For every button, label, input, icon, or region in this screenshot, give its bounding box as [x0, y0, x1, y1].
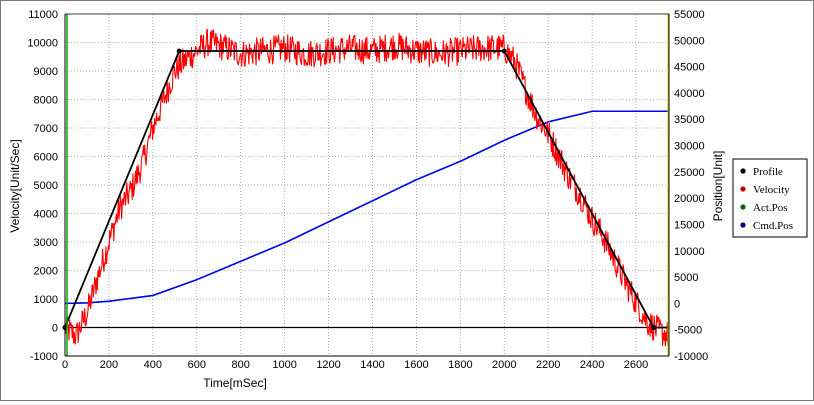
legend-marker: [740, 186, 746, 192]
series-velocity-line: [64, 28, 670, 347]
y-left-tick-label: 10000: [27, 38, 58, 50]
y-left-tick-label: -1000: [30, 351, 58, 363]
legend-marker: [740, 168, 746, 174]
axes: [64, 13, 670, 357]
legend-item-label: Velocity: [753, 184, 790, 196]
x-tick-label: 2400: [580, 359, 604, 371]
tick-labels: 0 200 400 600 800 1000 1200 1400 1600 1800 2000 220…: [27, 9, 708, 371]
y-left-tick-label: 0: [52, 323, 58, 335]
legend-item-label: Act.Pos: [753, 202, 788, 214]
profile-vertex-point: [501, 48, 507, 54]
profile-vertex-point: [176, 48, 182, 54]
y-right-tick-label: 45000: [674, 62, 705, 74]
x-tick-label: 0: [62, 359, 68, 371]
x-tick-label: 2000: [492, 359, 516, 371]
y-right-tick-label: 25000: [674, 167, 705, 179]
y-axis-label-left: Velocity[Unit/Sec]: [8, 139, 22, 232]
y-right-tick-label: 10000: [674, 246, 705, 258]
y-left-tick-label: 9000: [34, 66, 58, 78]
y-left-tick-label: 2000: [34, 266, 58, 278]
y-right-tick-label: 0: [674, 298, 680, 310]
legend-item-label: Profile: [753, 166, 783, 178]
y-right-tick-label: 15000: [674, 219, 705, 231]
series-cmd-pos-line: [64, 110, 669, 305]
legend: Profile Velocity Act.Pos Cmd.Pos: [732, 158, 808, 238]
profile-vertex-point: [651, 324, 657, 331]
y-right-tick-label: 30000: [674, 141, 705, 153]
x-tick-label: 1400: [360, 359, 384, 371]
x-tick-label: 200: [100, 359, 118, 371]
y-left-tick-label: 1000: [34, 294, 58, 306]
y-left-tick-label: 8000: [34, 95, 58, 107]
y-left-tick-label: 4000: [34, 209, 58, 221]
y-left-tick-label: 7000: [34, 123, 58, 135]
grid-lines: [64, 13, 669, 357]
y-right-tick-label: 40000: [674, 88, 705, 100]
legend-item-label: Cmd.Pos: [753, 220, 793, 232]
y-right-tick-label: 50000: [674, 35, 705, 47]
x-tick-label: 1800: [448, 359, 472, 371]
x-tick-label: 1600: [404, 359, 428, 371]
x-tick-label: 600: [188, 359, 206, 371]
y-left-tick-label: 3000: [34, 237, 58, 249]
x-tick-label: 2600: [624, 359, 648, 371]
y-left-tick-label: 5000: [34, 180, 58, 192]
y-right-tick-label: 5000: [674, 272, 698, 284]
y-right-tick-label: -5000: [674, 325, 702, 337]
x-tick-label: 400: [144, 359, 162, 371]
x-axis-label: Time[mSec]: [203, 376, 267, 390]
y-left-tick-label: 6000: [34, 152, 58, 164]
y-right-tick-label: -10000: [674, 351, 708, 363]
x-tick-label: 2200: [536, 359, 560, 371]
x-tick-label: 1200: [316, 359, 340, 371]
y-right-tick-label: 55000: [674, 9, 705, 21]
legend-marker: [740, 222, 746, 228]
y-axis-label-right: Position[Unit]: [711, 151, 725, 222]
x-tick-label: 1000: [272, 359, 296, 371]
x-tick-label: 800: [232, 359, 250, 371]
legend-marker: [740, 204, 746, 210]
y-right-tick-label: 20000: [674, 193, 705, 205]
y-left-tick-label: 11000: [28, 9, 58, 21]
y-right-tick-label: 35000: [674, 114, 705, 126]
